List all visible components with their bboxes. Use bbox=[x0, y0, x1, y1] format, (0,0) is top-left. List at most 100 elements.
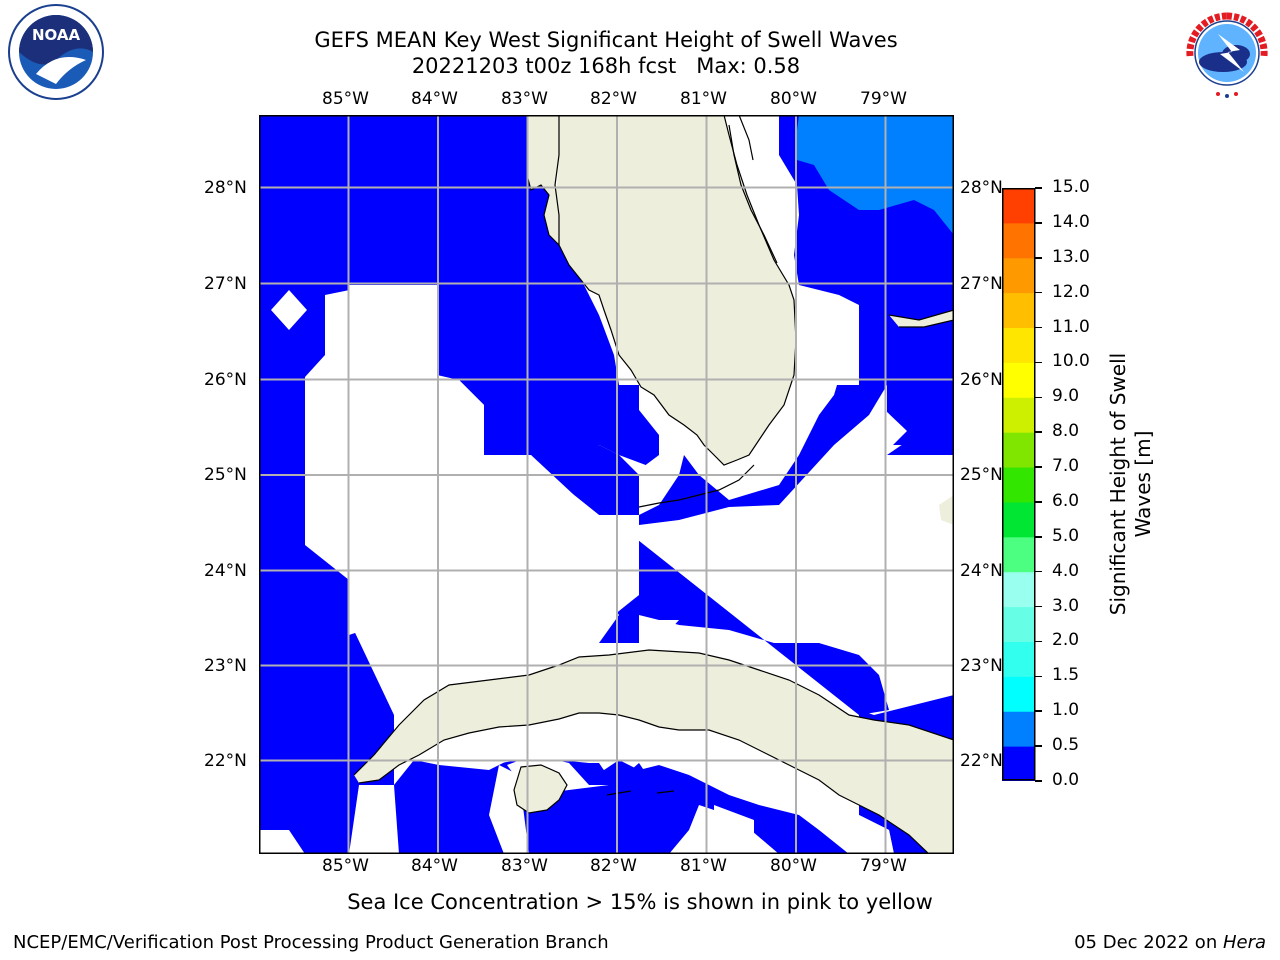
lon-label: 85°W bbox=[322, 856, 369, 876]
colorbar-tick-label: 10.0 bbox=[1052, 351, 1090, 372]
colorbar-tick bbox=[1035, 640, 1042, 643]
colorbar-segment bbox=[1002, 641, 1035, 677]
lon-label: 83°W bbox=[501, 89, 548, 109]
colorbar-tick-label: 5.0 bbox=[1052, 525, 1080, 546]
colorbar-segment bbox=[1002, 501, 1035, 538]
colorbar-tick-label: 3.0 bbox=[1052, 595, 1080, 616]
colorbar-label: Significant Height of Swell Waves [m] bbox=[1106, 332, 1156, 636]
lon-label: 83°W bbox=[501, 856, 548, 876]
map-frame bbox=[259, 115, 954, 854]
lon-label: 80°W bbox=[770, 856, 817, 876]
map-panel bbox=[259, 115, 954, 854]
footer-date-text: 05 Dec 2022 on bbox=[1074, 932, 1223, 953]
colorbar-tick-label: 0.0 bbox=[1052, 770, 1080, 790]
swell-high-area bbox=[797, 115, 954, 235]
lat-label: 23°N bbox=[204, 656, 247, 676]
lon-label: 79°W bbox=[860, 89, 907, 109]
lat-label: 24°N bbox=[960, 561, 1003, 581]
lon-label: 82°W bbox=[590, 856, 637, 876]
colorbar-tick-label: 15.0 bbox=[1052, 177, 1090, 197]
colorbar-tick bbox=[1035, 710, 1042, 712]
lon-label: 84°W bbox=[411, 856, 458, 876]
colorbar bbox=[1002, 188, 1036, 781]
colorbar-segment bbox=[1002, 432, 1035, 468]
lat-label: 27°N bbox=[960, 274, 1003, 294]
chart-subtitle: 20221203 t00z 168h fcst Max: 0.58 bbox=[411, 54, 801, 78]
colorbar-segment bbox=[1002, 292, 1035, 329]
lat-label: 22°N bbox=[960, 751, 1003, 771]
lat-label: 27°N bbox=[204, 274, 247, 294]
colorbar-tick-label: 14.0 bbox=[1052, 211, 1090, 232]
nws-logo bbox=[1181, 7, 1273, 99]
colorbar-tick bbox=[1035, 291, 1042, 294]
lon-label: 79°W bbox=[860, 856, 907, 876]
land-areas bbox=[354, 115, 954, 854]
lat-label: 26°N bbox=[960, 370, 1003, 390]
sea-ice-note: Sea Ice Concentration > 15% is shown in … bbox=[347, 890, 933, 914]
colorbar-segment bbox=[1002, 467, 1035, 503]
footer-host: Hera bbox=[1222, 932, 1266, 953]
colorbar-tick-label: 13.0 bbox=[1052, 246, 1090, 267]
colorbar-tick bbox=[1035, 745, 1042, 747]
colorbar-tick-label: 12.0 bbox=[1052, 281, 1090, 302]
colorbar-segment bbox=[1002, 222, 1035, 259]
noaa-logo-text: NOAA bbox=[32, 26, 81, 44]
colorbar-tick-label: 11.0 bbox=[1052, 316, 1090, 337]
noaa-logo: NOAA bbox=[8, 4, 104, 100]
colorbar-tick-label: 4.0 bbox=[1052, 560, 1080, 581]
colorbar-tick-label: 6.0 bbox=[1052, 490, 1080, 511]
colorbar-tick bbox=[1035, 187, 1042, 189]
colorbar-tick bbox=[1035, 222, 1042, 224]
colorbar-segment bbox=[1002, 536, 1035, 573]
colorbar-tick-label: 8.0 bbox=[1052, 421, 1080, 442]
lat-label: 28°N bbox=[960, 178, 1003, 198]
colorbar-tick-label: 2.0 bbox=[1052, 630, 1080, 651]
coastlines bbox=[353, 115, 954, 854]
colorbar-tick bbox=[1035, 396, 1042, 399]
colorbar-tick-label: 9.0 bbox=[1052, 386, 1080, 407]
colorbar-tick bbox=[1035, 675, 1042, 678]
colorbar-segment bbox=[1002, 606, 1035, 642]
colorbar-segments bbox=[1002, 188, 1035, 781]
colorbar-segment bbox=[1002, 257, 1035, 294]
colorbar-tick bbox=[1035, 605, 1042, 608]
lon-label: 85°W bbox=[322, 89, 369, 109]
colorbar-tick bbox=[1035, 466, 1042, 468]
colorbar-label-line1: Significant Height of Swell bbox=[1106, 352, 1130, 616]
colorbar-tick bbox=[1035, 431, 1042, 433]
colorbar-tick bbox=[1035, 361, 1042, 364]
lat-label: 26°N bbox=[204, 370, 247, 390]
footer-date: 05 Dec 2022 on Hera bbox=[1074, 932, 1266, 953]
lon-label: 81°W bbox=[680, 89, 727, 109]
lat-label: 25°N bbox=[204, 465, 247, 485]
colorbar-tick bbox=[1035, 570, 1042, 573]
colorbar-segment bbox=[1002, 362, 1035, 398]
colorbar-tick-label: 1.5 bbox=[1052, 665, 1080, 686]
lon-label: 81°W bbox=[680, 856, 727, 876]
lat-label: 23°N bbox=[960, 656, 1003, 676]
lon-label: 82°W bbox=[590, 89, 637, 109]
colorbar-tick-label: 7.0 bbox=[1052, 456, 1080, 477]
colorbar-segment bbox=[1002, 397, 1035, 433]
colorbar-segment bbox=[1002, 571, 1035, 608]
colorbar-segment bbox=[1002, 188, 1035, 224]
lat-label: 25°N bbox=[960, 465, 1003, 485]
colorbar-label-line2: Waves [m] bbox=[1131, 430, 1155, 538]
colorbar-tick bbox=[1035, 536, 1042, 538]
colorbar-tick bbox=[1035, 780, 1042, 782]
graticule bbox=[259, 115, 954, 854]
colorbar-segment bbox=[1002, 327, 1035, 363]
colorbar-tick-label: 0.5 bbox=[1052, 735, 1080, 756]
colorbar-frame bbox=[1002, 188, 1036, 781]
lat-label: 22°N bbox=[204, 751, 247, 771]
colorbar-segment bbox=[1002, 711, 1035, 747]
lat-label: 28°N bbox=[204, 178, 247, 198]
colorbar-segment bbox=[1002, 676, 1035, 712]
lat-label: 24°N bbox=[204, 561, 247, 581]
chart-title: GEFS MEAN Key West Significant Height of… bbox=[314, 28, 898, 52]
colorbar-tick bbox=[1035, 501, 1042, 503]
lon-label: 84°W bbox=[411, 89, 458, 109]
colorbar-tick-label: 1.0 bbox=[1052, 700, 1080, 721]
colorbar-segment bbox=[1002, 746, 1035, 781]
lon-label: 80°W bbox=[770, 89, 817, 109]
